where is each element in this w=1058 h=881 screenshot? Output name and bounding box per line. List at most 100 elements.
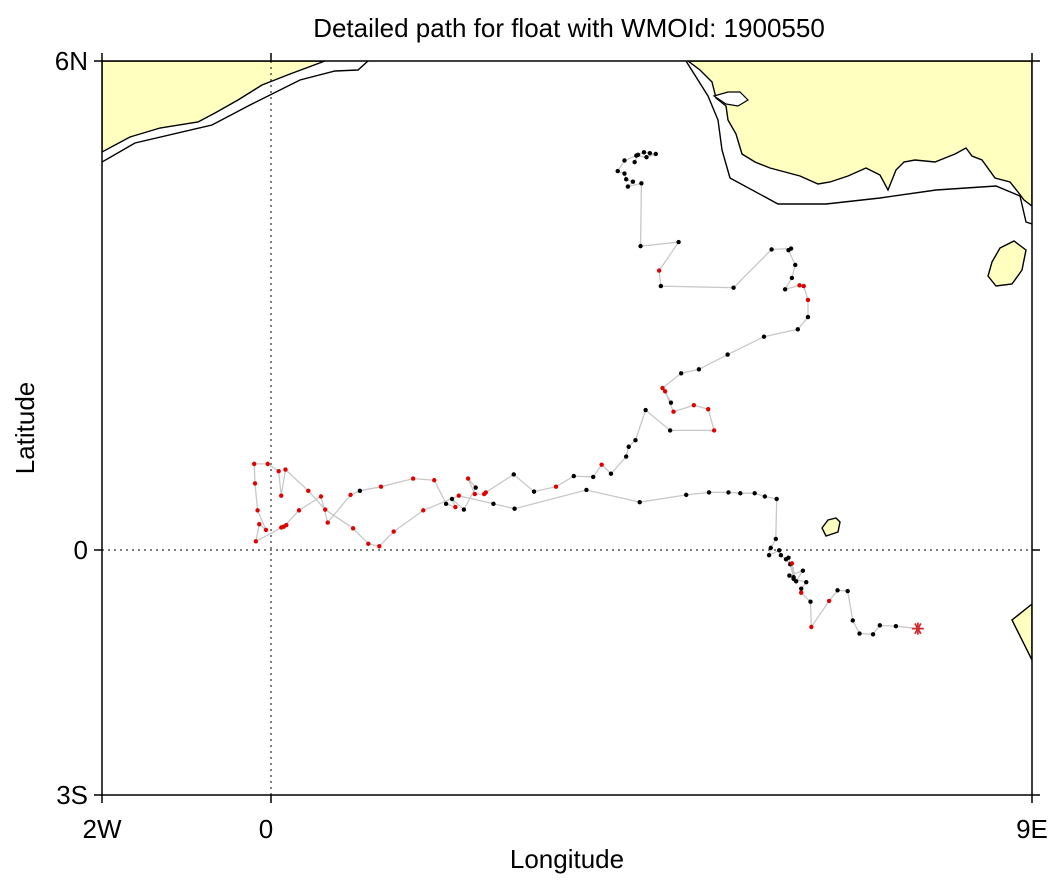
reference-lines [102, 61, 1032, 795]
track-point [622, 158, 627, 163]
track-point [678, 371, 684, 376]
track-point [473, 485, 478, 490]
track-point [391, 529, 396, 534]
track-point [769, 247, 774, 252]
track-point [511, 472, 516, 477]
x-axis-label: Longitude [510, 844, 624, 874]
track-point [706, 490, 712, 495]
track-point [615, 168, 620, 174]
track-point [774, 496, 779, 502]
track-point [870, 632, 876, 637]
track-point [591, 474, 596, 480]
track-point [622, 171, 627, 176]
track-point [647, 150, 653, 156]
track-point [366, 541, 371, 547]
track-point [410, 476, 416, 481]
track-point [625, 184, 631, 189]
track-point [255, 508, 260, 513]
track-point [465, 476, 471, 481]
track-point [443, 501, 449, 507]
track-point [782, 287, 788, 292]
track-point [684, 492, 689, 498]
track-point [726, 490, 731, 495]
track-point [857, 631, 862, 636]
y-tick-labels: 6N 0 3S [55, 46, 88, 810]
coast-gabon [1011, 603, 1032, 661]
track-point [738, 491, 743, 496]
track-point [658, 283, 664, 289]
track-point [584, 487, 589, 493]
track-point [279, 525, 284, 530]
track-point [378, 484, 384, 489]
track-point [641, 150, 647, 155]
track-point [421, 508, 426, 513]
track-point [276, 469, 281, 474]
last-position-marker [911, 622, 924, 635]
track-point [762, 494, 768, 499]
track-point [325, 520, 330, 525]
track-point [768, 545, 773, 551]
track-point [835, 588, 840, 593]
track-point [639, 181, 644, 186]
track-point [805, 297, 811, 303]
track-point [357, 488, 363, 493]
track-point [623, 454, 629, 459]
track-point [456, 493, 461, 498]
track-point [826, 598, 832, 604]
track-point [296, 508, 302, 513]
track-point [705, 407, 711, 412]
track-point [608, 471, 614, 476]
track-point [696, 367, 702, 372]
track-point [789, 275, 795, 281]
axis-ticks [94, 53, 1040, 803]
island-bioko [987, 240, 1027, 287]
track-point [877, 623, 883, 628]
track-point [761, 334, 767, 339]
track-point [643, 407, 648, 413]
track-point [777, 548, 782, 553]
track-point [653, 151, 658, 157]
track-point [711, 428, 717, 433]
track-point [845, 588, 850, 594]
x-tick-labels: 2W 0 9E [83, 814, 1048, 844]
track-point [671, 409, 676, 414]
track-point [638, 243, 643, 249]
track-point [252, 481, 258, 486]
track-point [793, 262, 798, 268]
track-point [284, 522, 289, 528]
track-point [472, 491, 478, 497]
track-point [766, 553, 772, 558]
coast-nigeria-outline [685, 61, 1032, 225]
track-point [283, 467, 288, 472]
y-tick-label-0: 0 [74, 535, 88, 565]
track-point [350, 526, 356, 531]
track-point [691, 402, 697, 408]
track-point [279, 493, 284, 498]
track-point [251, 461, 257, 467]
float-track [251, 150, 924, 637]
track-point [752, 491, 757, 496]
track-point [789, 561, 795, 566]
track-point [599, 462, 604, 467]
coast-ghana [102, 61, 326, 153]
x-tick-label-2w: 2W [83, 814, 122, 844]
track-point [656, 268, 662, 273]
track-point [637, 500, 642, 505]
track-point [850, 618, 855, 623]
track-point [377, 544, 382, 549]
track-point [667, 428, 673, 433]
x-tick-label-0: 0 [259, 814, 273, 844]
track-point [787, 573, 792, 578]
track-point [731, 285, 736, 290]
track-point [773, 536, 779, 542]
track-point [481, 491, 487, 497]
track-points [251, 150, 921, 637]
track-point [801, 283, 806, 289]
track-point [662, 389, 668, 394]
coast-nigeria [686, 61, 1032, 207]
track-point [798, 590, 804, 595]
track-point [553, 484, 559, 489]
track-line [253, 151, 918, 635]
track-point [306, 488, 311, 493]
